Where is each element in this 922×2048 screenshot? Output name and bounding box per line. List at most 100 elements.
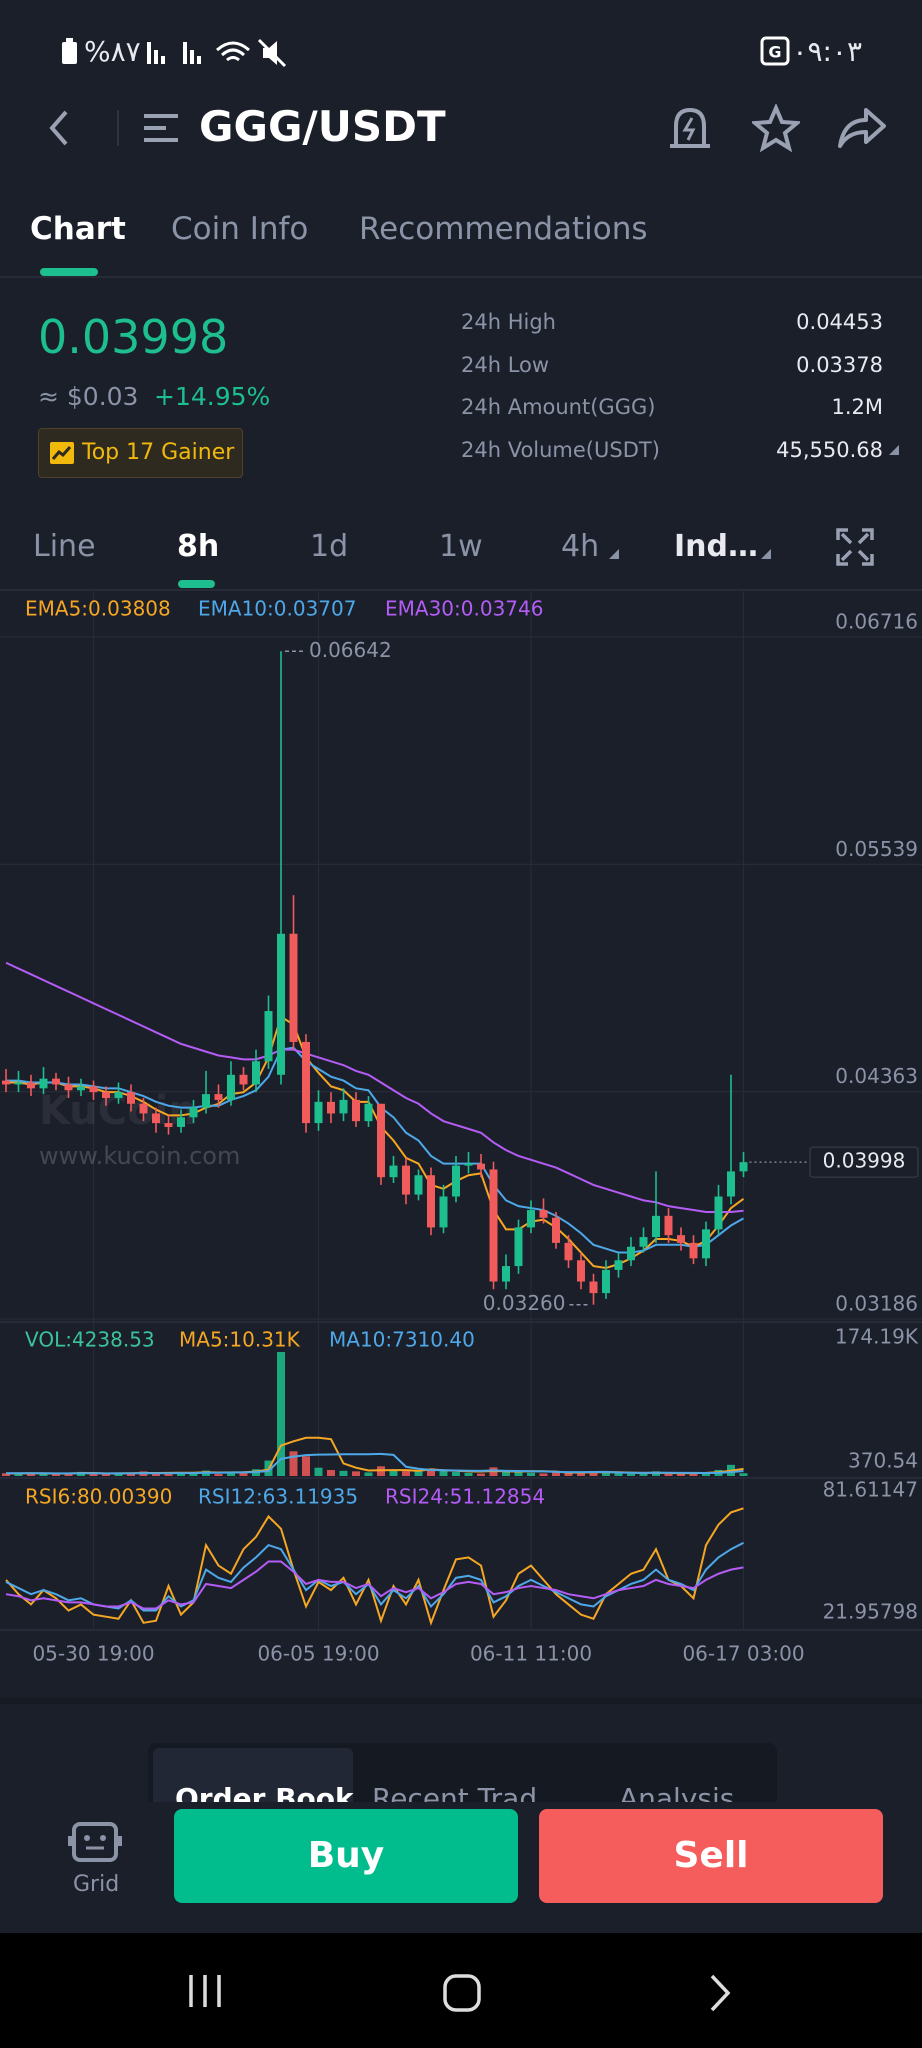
timeframe[interactable]: 8h	[177, 529, 220, 564]
fiat-price: ≈ $0.03	[38, 382, 139, 411]
candle-body	[314, 1101, 323, 1124]
timeframe[interactable]: 1d	[310, 529, 349, 564]
volume-bar	[314, 1467, 323, 1476]
candle-body	[164, 1123, 173, 1127]
indicator-line	[5, 961, 744, 1213]
buy-button[interactable]: Buy	[174, 1809, 518, 1903]
home-button[interactable]	[442, 1973, 482, 2013]
volume-bar	[452, 1472, 460, 1476]
volume-bar	[514, 1471, 523, 1476]
candle-body	[102, 1092, 110, 1098]
volume-bar	[427, 1468, 435, 1476]
x-tick-label: 06-11 11:00	[470, 1642, 592, 1666]
candle-body	[452, 1165, 460, 1197]
battery-icon	[62, 38, 77, 64]
candle-body	[714, 1196, 723, 1230]
volume-bar	[639, 1473, 648, 1476]
candle-body	[227, 1074, 235, 1100]
candle-body	[477, 1163, 485, 1170]
stat-label: 24h Amount(GGG)	[461, 395, 656, 419]
volume-bar	[689, 1472, 698, 1476]
volume-bar	[164, 1473, 173, 1476]
alert-button[interactable]	[666, 104, 714, 152]
candle-body	[252, 1061, 260, 1085]
gainer-badge[interactable]: Top 17 Gainer	[38, 428, 243, 478]
volume-bar	[564, 1472, 573, 1476]
volume-bar	[339, 1470, 348, 1476]
candle-body	[414, 1175, 423, 1195]
grid-label[interactable]: Grid	[73, 1872, 120, 1897]
y-tick-label: 0.03186	[835, 1292, 918, 1316]
divider	[0, 589, 922, 591]
candle-body	[127, 1092, 135, 1104]
volume-bar	[352, 1471, 360, 1476]
divider	[117, 110, 119, 146]
grid-icon[interactable]	[68, 1820, 122, 1864]
volume-bar	[389, 1469, 398, 1476]
volume-bar	[239, 1472, 248, 1476]
candle-body	[2, 1080, 10, 1085]
last-price: 0.03998	[38, 310, 229, 364]
back-button[interactable]	[44, 108, 74, 148]
candle-body	[402, 1165, 410, 1195]
stat-value: 0.04453	[796, 310, 883, 334]
volume-bar	[527, 1472, 535, 1476]
tab[interactable]: Recommendations	[359, 211, 648, 247]
back-nav-button[interactable]	[706, 1973, 736, 2013]
volume-bar	[402, 1471, 410, 1476]
legend-entry: EMA5:0.03808	[25, 597, 171, 621]
action-bar: Grid Buy Sell	[0, 1802, 922, 1933]
volume-bar	[302, 1456, 310, 1476]
sell-button[interactable]: Sell	[539, 1809, 883, 1903]
y-tick-label: 21.95798	[823, 1600, 918, 1624]
candle-body	[627, 1246, 635, 1261]
fullscreen-button[interactable]	[836, 528, 874, 566]
volume-bar	[2, 1473, 10, 1476]
candle-body	[564, 1242, 573, 1261]
menu-button[interactable]	[142, 110, 182, 146]
volume-bar	[289, 1451, 298, 1476]
candle-body	[89, 1086, 98, 1093]
volume-bar	[27, 1472, 35, 1476]
tab[interactable]: Chart	[30, 211, 126, 247]
timeframe[interactable]: 4h	[561, 529, 600, 564]
candle-body	[327, 1101, 335, 1114]
volume-bar	[52, 1474, 60, 1476]
legend-entry: RSI12:63.11935	[198, 1485, 358, 1509]
timeframe[interactable]: Ind…	[674, 529, 758, 564]
candle-body	[27, 1082, 35, 1089]
tab[interactable]: Coin Info	[171, 211, 309, 247]
volume-bar	[39, 1473, 48, 1476]
candle-body	[177, 1117, 185, 1127]
volume-bar	[227, 1471, 235, 1476]
candle-body	[339, 1099, 348, 1114]
last-price-box	[809, 1146, 919, 1178]
candle-body	[277, 933, 285, 1075]
y-tick-label: 0.04363	[835, 1064, 918, 1088]
legend-entry: EMA30:0.03746	[385, 597, 543, 621]
favorite-button[interactable]	[752, 104, 800, 152]
active-tab-bg	[153, 1748, 353, 1810]
tab-indicator	[40, 268, 98, 276]
share-button[interactable]	[836, 104, 888, 152]
volume-bar	[589, 1471, 598, 1476]
candle-body	[152, 1113, 160, 1124]
panel-edge	[0, 1698, 922, 1704]
recents-button[interactable]	[186, 1973, 226, 2009]
timeframe[interactable]: 1w	[439, 529, 483, 564]
candle-body	[77, 1086, 85, 1091]
volume-bar	[739, 1473, 748, 1476]
badge-icon	[50, 442, 74, 464]
volume-bar	[602, 1472, 610, 1476]
volume-bar	[64, 1473, 73, 1476]
candle-body	[114, 1092, 123, 1098]
low-label: 0.03260	[483, 1291, 566, 1315]
candle-body	[689, 1242, 698, 1259]
candle-body	[677, 1235, 685, 1243]
candle-body	[64, 1084, 73, 1091]
timeframe[interactable]: Line	[33, 529, 96, 564]
candle-body	[377, 1103, 385, 1178]
candle-body	[552, 1217, 560, 1243]
stat-value: 0.03378	[796, 353, 883, 377]
